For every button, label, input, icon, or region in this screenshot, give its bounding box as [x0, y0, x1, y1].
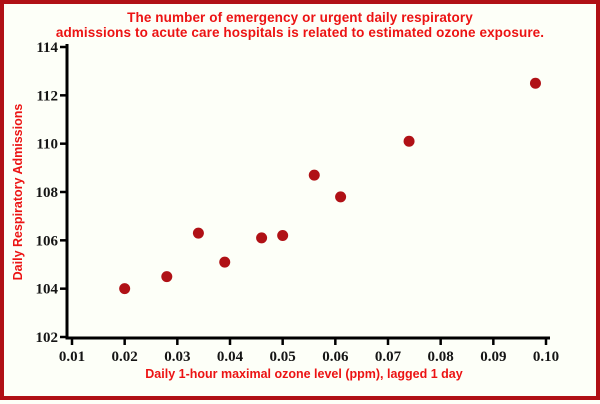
data-point [403, 135, 415, 147]
data-point [219, 256, 231, 268]
x-tick-label: 0.05 [270, 349, 296, 365]
chart-title: The number of emergency or urgent daily … [4, 10, 596, 40]
y-tick-label: 104 [36, 282, 59, 298]
x-tick-label: 0.03 [164, 349, 190, 365]
y-tick-label: 112 [36, 88, 58, 104]
x-tick-label: 0.10 [533, 349, 559, 365]
x-tick-label: 0.01 [59, 349, 85, 365]
data-point [192, 227, 204, 239]
data-point [161, 271, 173, 283]
y-tick-label: 108 [36, 185, 59, 201]
x-tick-label: 0.08 [428, 349, 454, 365]
x-tick-label: 0.04 [217, 349, 244, 365]
data-point [277, 230, 289, 241]
data-point [529, 77, 541, 89]
x-tick-label: 0.06 [322, 349, 349, 365]
y-tick-label: 102 [36, 330, 59, 346]
data-point [256, 232, 268, 244]
y-tick-label: 114 [36, 40, 58, 56]
data-point [308, 169, 320, 181]
x-axis-label: Daily 1-hour maximal ozone level (ppm), … [145, 367, 463, 381]
y-axis-label: Daily Respiratory Admissions [11, 103, 25, 281]
scatter-plot-canvas: 102 104 106 108 110 112 114 0.01 0.02 0.03 0.04 0.0… [36, 40, 560, 365]
x-tick-label: 0.02 [112, 349, 138, 365]
y-tick-label: 110 [36, 137, 58, 153]
data-point [119, 283, 131, 295]
x-tick-label: 0.09 [480, 349, 506, 365]
chart-title-line1: The number of emergency or urgent daily … [127, 10, 473, 25]
x-tick-label: 0.07 [375, 349, 402, 365]
chart-title-line2: admissions to acute care hospitals is re… [55, 25, 545, 40]
y-tick-label: 106 [36, 233, 59, 249]
data-point [335, 191, 347, 203]
